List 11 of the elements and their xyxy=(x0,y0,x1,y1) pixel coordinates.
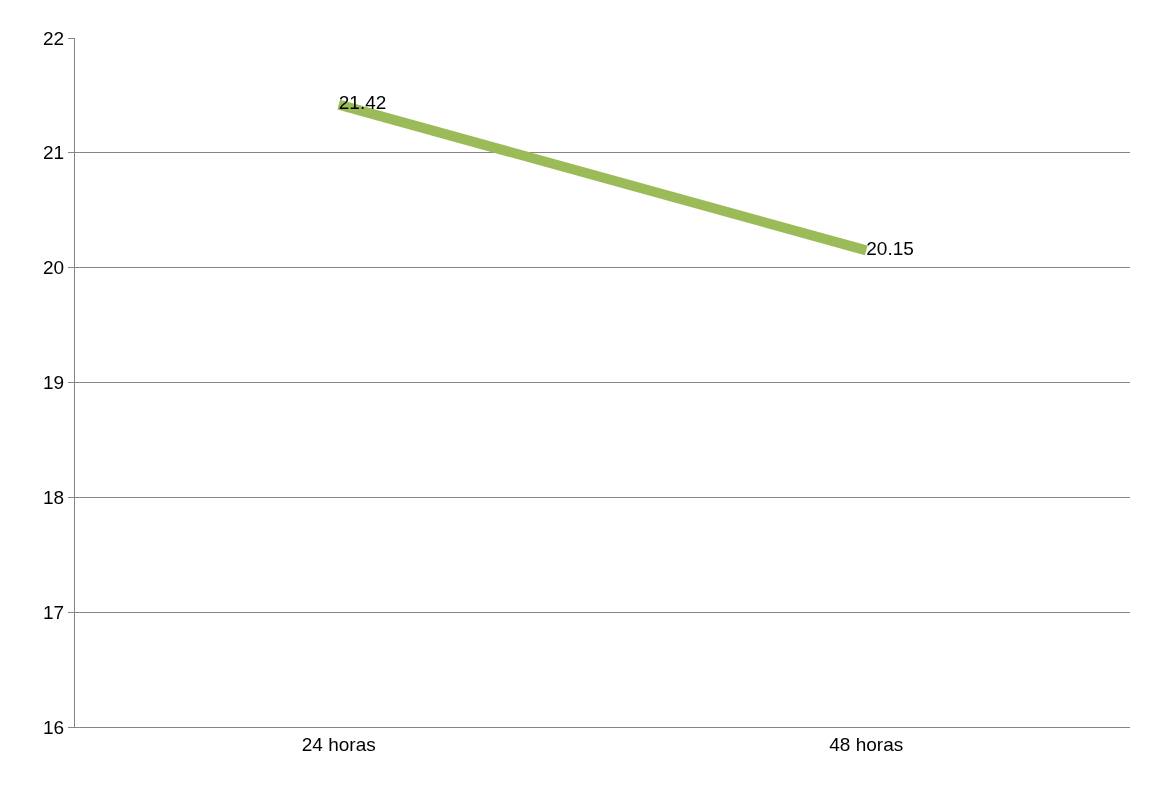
y-tick-label: 19 xyxy=(43,372,65,394)
y-tick-label: 21 xyxy=(43,142,65,164)
y-tick-label: 18 xyxy=(43,486,65,508)
y-tick-label: 22 xyxy=(43,27,65,49)
data-label: 20.15 xyxy=(866,238,914,260)
y-tick-label: 17 xyxy=(43,601,65,623)
x-tick-label: 48 horas xyxy=(829,733,904,755)
x-tick-label: 24 horas xyxy=(301,733,376,755)
y-tick-label: 16 xyxy=(43,716,65,738)
data-label: 21.42 xyxy=(338,92,387,114)
y-tick-label: 20 xyxy=(43,257,65,279)
